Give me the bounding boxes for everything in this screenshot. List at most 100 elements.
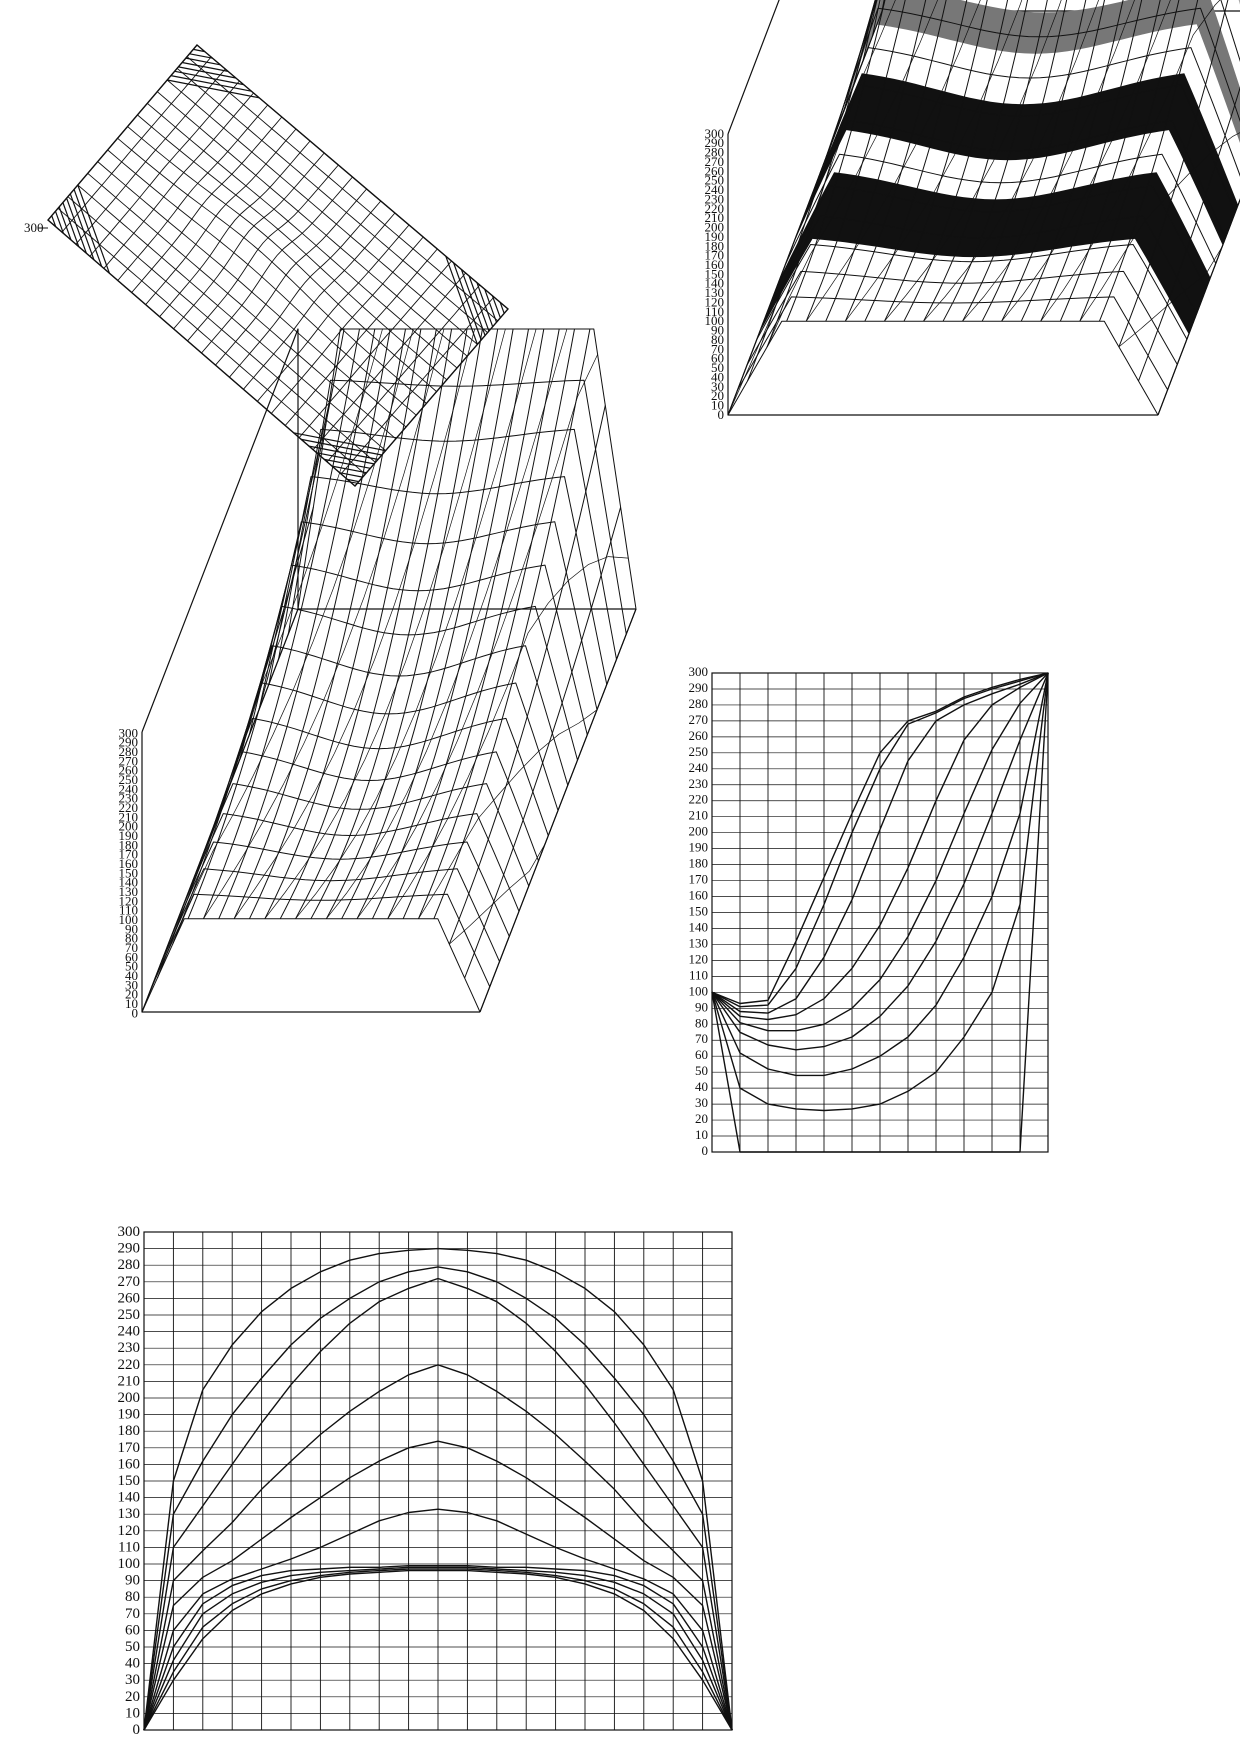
mesh-line [176, 67, 488, 333]
mesh-line [775, 185, 1207, 290]
y-tick-label: 190 [118, 1407, 141, 1423]
corner-mesh-line [491, 295, 501, 319]
series-line [143, 1564, 733, 1731]
y-tick-label: 0 [702, 1143, 709, 1158]
corner-mesh-line [178, 66, 237, 79]
mesh-diagonal [1040, 0, 1221, 322]
y-tick-label: 130 [118, 1506, 141, 1522]
y-tick-label: 250 [118, 1307, 141, 1323]
y-tick-label: 70 [125, 1606, 140, 1622]
mesh-line [270, 236, 424, 414]
mesh-line [196, 44, 509, 310]
mesh-line [161, 868, 500, 962]
mesh-line [218, 328, 376, 919]
y-tick-label: 170 [119, 847, 139, 862]
panel-d-side-projection-chart: 0102030405060708090100110120130140150160… [689, 664, 1049, 1158]
corner-mesh-line [66, 197, 87, 254]
series-line [711, 672, 1049, 1032]
mesh-line [825, 0, 927, 322]
y-tick-label: 210 [118, 1373, 141, 1389]
mesh-line [77, 184, 386, 451]
y-tick-label: 70 [711, 341, 724, 356]
y-tick-label: 210 [705, 210, 725, 225]
corner-mesh-line [62, 202, 80, 247]
y-tick-label: 60 [695, 1047, 708, 1062]
series-line [711, 672, 1049, 1005]
y-tick-label: 90 [125, 921, 138, 936]
y-tick-label: 290 [119, 735, 139, 750]
corner-mesh-line [293, 432, 386, 452]
corner-mesh-line [484, 288, 498, 323]
y-tick-label: 240 [119, 781, 139, 796]
y-tick-label: 190 [119, 828, 139, 843]
y-tick-label: 220 [689, 792, 709, 807]
corner-mesh-line [460, 269, 486, 336]
mesh-line [190, 783, 530, 887]
mesh-line [268, 476, 608, 685]
y-tick-label: 280 [689, 696, 709, 711]
mesh-line [814, 47, 1240, 188]
y-tick-label: 120 [119, 893, 139, 908]
mesh-diagonal [356, 354, 598, 919]
y-tick-label: 300 [689, 664, 709, 679]
mesh-line [157, 91, 468, 357]
panel-a-surface-wireframe: 300 [24, 44, 509, 487]
mesh-line [166, 79, 478, 345]
mesh-diagonal [449, 608, 637, 945]
mesh-line [131, 116, 283, 293]
corner-mesh-line [476, 282, 494, 327]
mesh-diagonal [962, 0, 1135, 322]
mesh-diagonal [141, 328, 383, 1013]
mesh-line [97, 161, 407, 428]
contour-band [820, 0, 1240, 173]
corner-mesh-line [453, 262, 482, 341]
series-line [143, 1364, 733, 1731]
y-tick-label: 220 [705, 201, 725, 216]
y-tick-label: 100 [689, 983, 709, 998]
y-tick-label: 130 [705, 285, 725, 300]
y-tick-label: 200 [705, 220, 725, 235]
y-tick-label: 40 [125, 1656, 140, 1672]
corner-mesh-line [445, 255, 478, 345]
mesh-line [284, 248, 438, 426]
mesh-line [823, 7, 1240, 163]
y-tick-label: 290 [705, 135, 725, 150]
mesh-line [75, 68, 226, 245]
y-tick-label: 120 [118, 1523, 141, 1539]
corner-mesh-line [347, 478, 359, 483]
y-tick-label: 110 [705, 304, 724, 319]
y-tick-label: 180 [119, 837, 139, 852]
mesh-diagonal [172, 328, 414, 945]
mesh-line [87, 172, 397, 440]
y-tick-label: 50 [125, 959, 138, 974]
y-tick-label: 200 [119, 819, 139, 834]
y-tick-label: 210 [119, 809, 139, 824]
mesh-diagonal [1079, 132, 1240, 322]
mesh-line [173, 152, 325, 330]
contour-band [792, 73, 1239, 246]
y-tick-label: 190 [689, 840, 709, 855]
mesh-line [243, 212, 396, 390]
series-line [711, 672, 1049, 1051]
y-tick-label: 80 [125, 1589, 140, 1605]
y-tick-label: 40 [695, 1079, 708, 1094]
mesh-line [258, 521, 598, 710]
mesh-line [354, 308, 509, 487]
mesh-diagonal [884, 0, 1062, 322]
mesh-line [107, 149, 417, 416]
corner-mesh-line [54, 211, 64, 234]
mesh-line [794, 120, 1226, 239]
y-tick-label: 20 [711, 388, 724, 403]
y-tick-label: 130 [119, 884, 139, 899]
y-tick-label: 300 [118, 1224, 141, 1240]
series-line [711, 672, 1049, 1021]
series-line [711, 672, 1049, 1008]
y-tick-label: 30 [695, 1095, 708, 1110]
panel-c-surface-wireframe: 0102030405060708090100110120130140150160… [119, 328, 637, 1020]
mesh-line [200, 751, 539, 862]
mesh-line [433, 328, 591, 919]
y-tick-label: 90 [695, 999, 708, 1014]
y-tick-label: 0 [718, 407, 725, 422]
series-line [711, 672, 1049, 1077]
